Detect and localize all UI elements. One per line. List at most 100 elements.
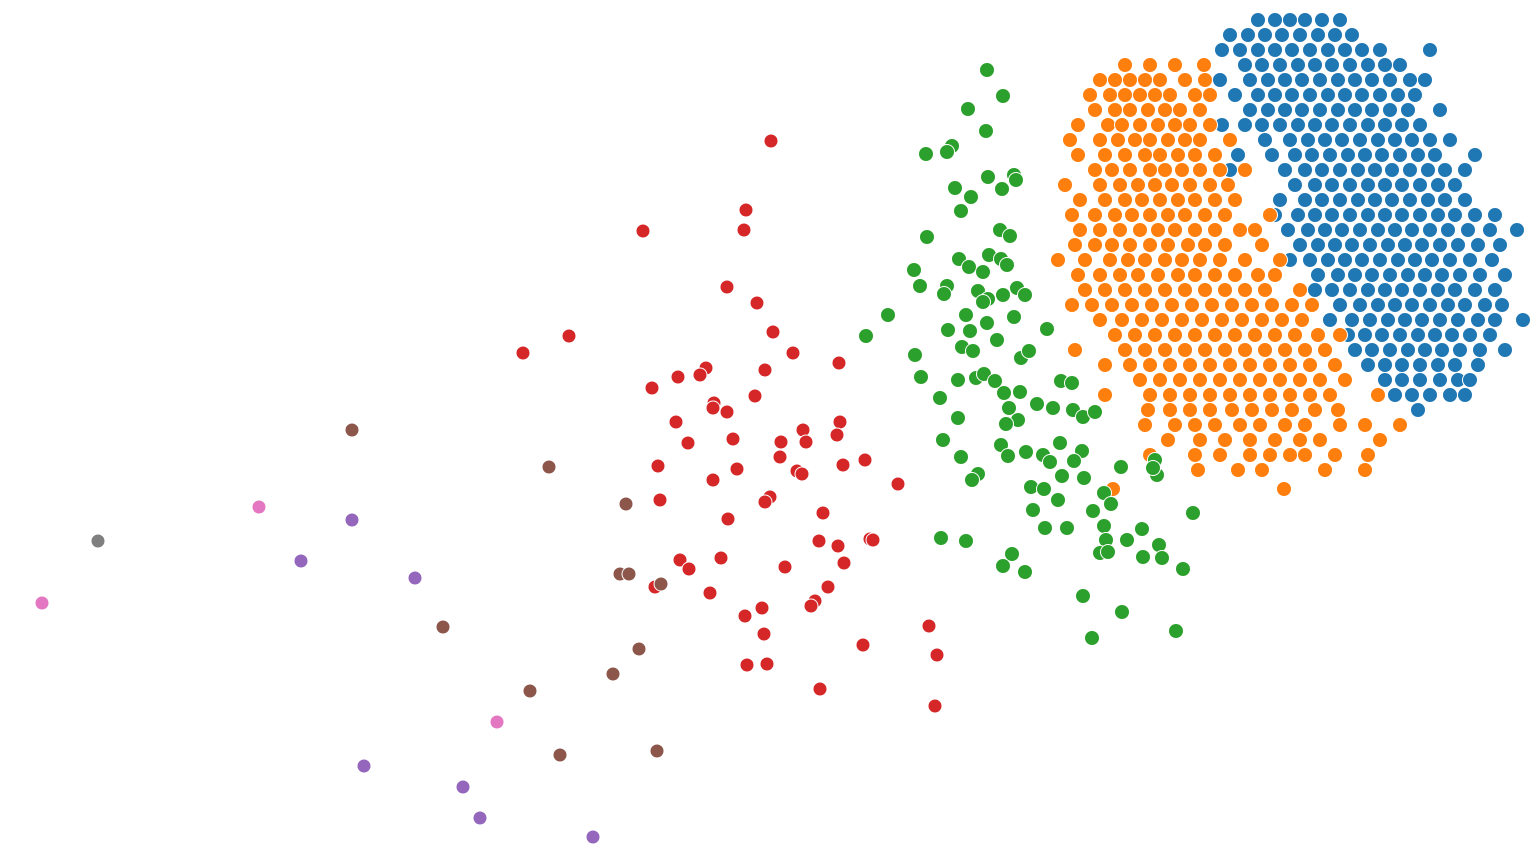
point [1162,402,1178,418]
point [1387,132,1403,148]
point [605,666,621,682]
point [1287,327,1303,343]
point [1185,505,1201,521]
point [1197,237,1213,253]
point [1237,117,1253,133]
point [1477,297,1493,313]
point [1197,207,1213,223]
point [1157,342,1173,358]
point [1127,327,1143,343]
point [1400,102,1416,118]
point [1467,147,1483,163]
point [995,287,1011,303]
point [1392,147,1408,163]
point [1272,372,1288,388]
point [1372,252,1388,268]
point [1142,207,1158,223]
point [999,257,1015,273]
point [953,203,969,219]
point [978,123,994,139]
point [1247,327,1263,343]
point [1029,396,1045,412]
point [1387,222,1403,238]
point [1164,297,1180,313]
point [1222,387,1238,403]
point [1207,417,1223,433]
point [1142,237,1158,253]
point [1192,432,1208,448]
point [1202,177,1218,193]
point [1360,447,1376,463]
point [1482,222,1498,238]
point [1097,357,1113,373]
point [1384,192,1400,208]
point [1307,282,1323,298]
point [1420,162,1436,178]
point [1412,207,1428,223]
point [1187,447,1203,463]
point [719,404,735,420]
point [1234,312,1250,328]
point [1420,192,1436,208]
point [1177,342,1193,358]
point [1242,387,1258,403]
point [1070,117,1086,133]
point [1440,222,1456,238]
point [1227,192,1243,208]
point [1087,404,1103,420]
point [912,278,928,294]
point [1434,267,1450,283]
point [1267,432,1283,448]
point [756,626,772,642]
point [522,683,538,699]
point [1370,132,1386,148]
point [1380,312,1396,328]
point [1237,282,1253,298]
point [1430,357,1446,373]
point [1122,162,1138,178]
point [1410,402,1426,418]
point [1374,327,1390,343]
point [1174,252,1190,268]
point [1327,237,1343,253]
point [1327,27,1343,43]
point [1330,267,1346,283]
point [1402,162,1418,178]
point [1312,432,1328,448]
point [1354,87,1370,103]
point [1302,87,1318,103]
point [1167,222,1183,238]
point [1292,432,1308,448]
point [1412,372,1428,388]
point [1417,72,1433,88]
point [472,810,488,826]
point [919,229,935,245]
point [1017,287,1033,303]
point [757,494,773,510]
point [880,307,896,323]
point [1354,42,1370,58]
point [1412,282,1428,298]
point [1092,132,1108,148]
point [811,533,827,549]
point [34,595,50,611]
point [1132,222,1148,238]
point [1300,132,1316,148]
point [1470,357,1486,373]
point [1130,177,1146,193]
point [1322,147,1338,163]
point [1357,327,1373,343]
point [1515,312,1531,328]
point [1294,72,1310,88]
point [1182,387,1198,403]
point [1242,357,1258,373]
point [803,598,819,614]
point [1342,207,1358,223]
point [1284,42,1300,58]
point [1004,546,1020,562]
point [1382,342,1398,358]
point [1310,27,1326,43]
point [644,380,660,396]
point [1207,267,1223,283]
point [1070,147,1086,163]
